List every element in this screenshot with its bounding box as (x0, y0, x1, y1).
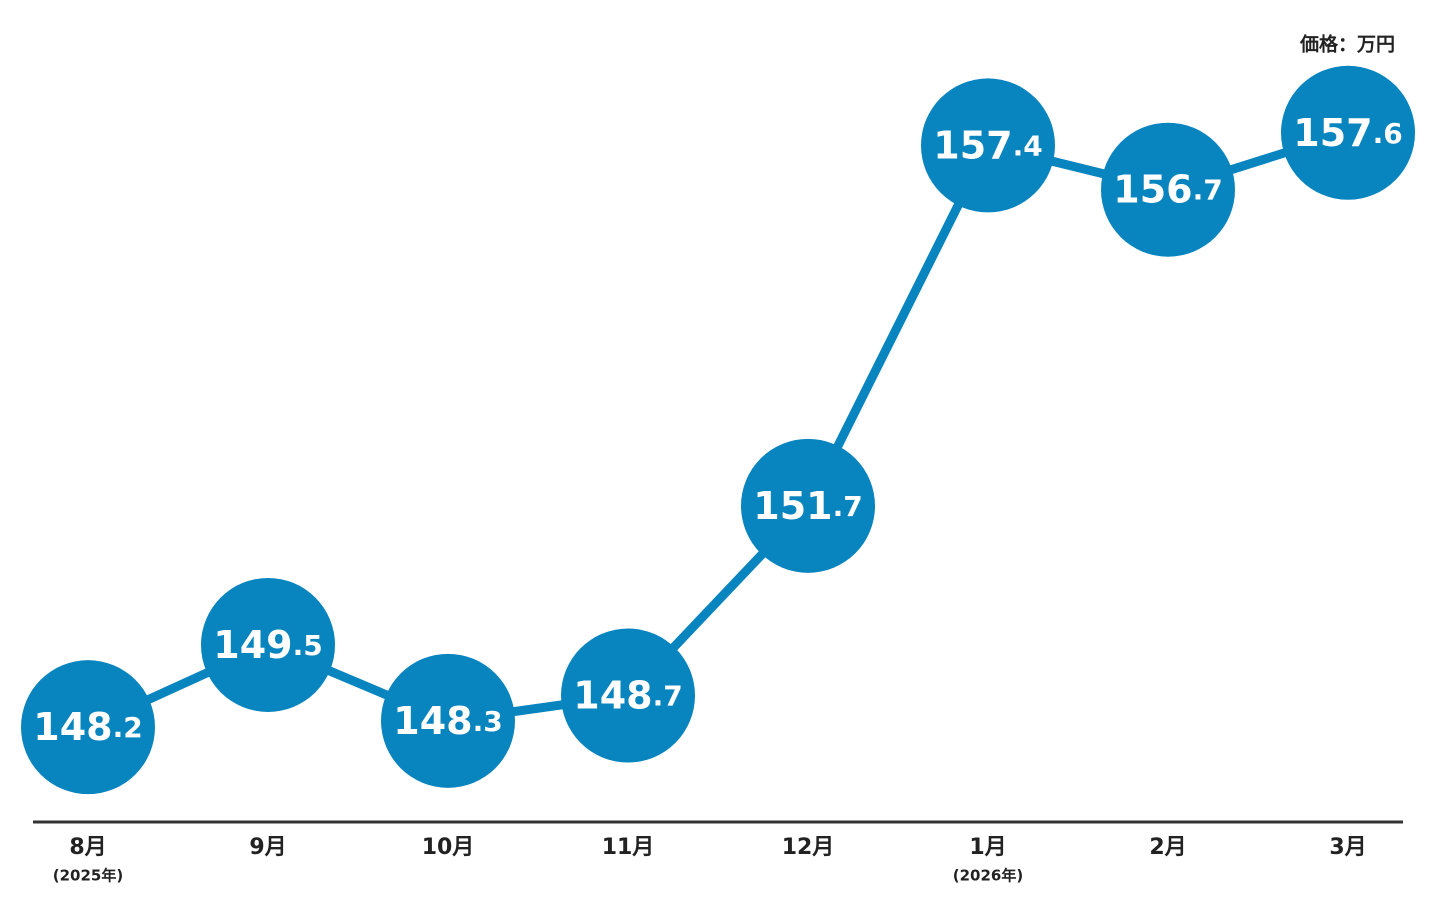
data-label: 148.3 (393, 698, 502, 742)
data-label: 157.4 (933, 123, 1042, 167)
data-label: 156.7 (1113, 167, 1222, 211)
point (1101, 122, 1235, 257)
point (1281, 65, 1415, 200)
point (381, 653, 515, 788)
point (921, 78, 1055, 213)
x-tick-label: 3月 (1329, 835, 1366, 860)
x-tick-label: 8月 (69, 835, 106, 860)
x-tick-label: 9月 (249, 835, 286, 860)
x-tick-sublabel: (2026年) (953, 867, 1023, 885)
x-tick-label: 11月 (602, 835, 655, 860)
data-label: 157.6 (1293, 110, 1402, 154)
point (741, 438, 875, 573)
point (21, 660, 155, 795)
x-tick-label: 2月 (1149, 835, 1186, 860)
x-tick-sublabel: (2025年) (53, 867, 123, 885)
x-tick-label: 12月 (782, 835, 835, 860)
data-label: 148.2 (33, 705, 142, 749)
data-label: 151.7 (753, 483, 862, 527)
x-tick-label: 10月 (422, 835, 475, 860)
point (201, 577, 335, 712)
point (561, 628, 695, 763)
data-label: 148.7 (573, 673, 682, 717)
data-label: 149.5 (213, 622, 322, 666)
unit-label: 価格：万円 (1299, 33, 1395, 56)
x-tick-label: 1月 (969, 835, 1006, 860)
